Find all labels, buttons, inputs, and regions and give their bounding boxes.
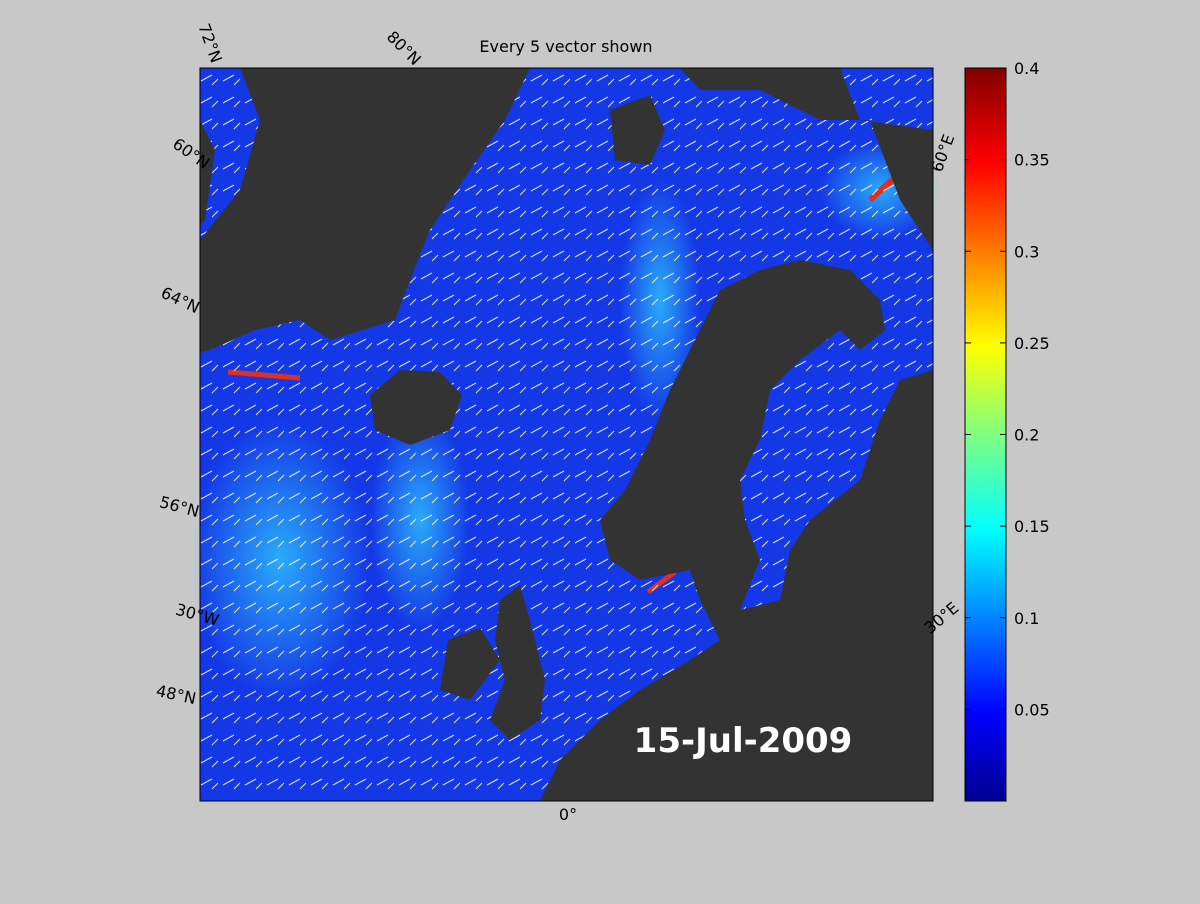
colorbar-tick-label: 0.25 — [1014, 334, 1050, 353]
grid-label: 72°N — [194, 21, 226, 65]
grid-label: 64°N — [158, 283, 203, 317]
colorbar-tick-label: 0.35 — [1014, 151, 1050, 170]
colorbar-tick-label: 0.2 — [1014, 426, 1039, 445]
map-frame — [199, 67, 934, 802]
colorbar-tick-label: 0.4 — [1014, 59, 1039, 78]
grid-label: 48°N — [154, 681, 197, 708]
map-title: Every 5 vector shown — [479, 37, 652, 56]
colorbar-tick-label: 0.3 — [1014, 242, 1039, 261]
grid-label: 0° — [559, 805, 577, 824]
land — [200, 68, 933, 801]
grid-label: 56°N — [157, 492, 201, 521]
map-panel: 15-Jul-2009 — [190, 67, 940, 802]
date-label: 15-Jul-2009 — [634, 721, 853, 761]
colorbar-tick-label: 0.15 — [1014, 517, 1050, 536]
colorbar — [964, 67, 1007, 802]
colorbar-ticks: 0.05 0.1 0.15 0.2 0.25 0.3 0.35 0.4 — [965, 59, 1050, 719]
grid-label: 80°N — [383, 27, 425, 69]
colorbar-tick-label: 0.1 — [1014, 609, 1039, 628]
colorbar-tick-label: 0.05 — [1014, 700, 1050, 719]
